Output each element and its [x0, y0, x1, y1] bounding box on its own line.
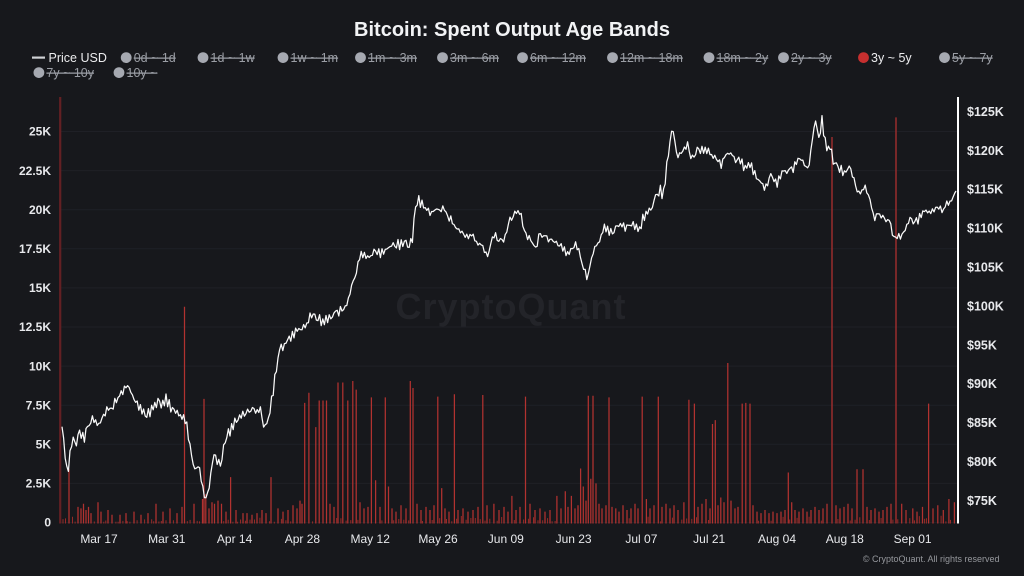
svg-text:15K: 15K [29, 281, 51, 295]
svg-text:Bitcoin: Spent Output Age Band: Bitcoin: Spent Output Age Bands [354, 19, 670, 41]
svg-text:6m ~ 12m: 6m ~ 12m [530, 51, 586, 65]
svg-text:Mar 17: Mar 17 [80, 532, 118, 546]
svg-text:7.5K: 7.5K [26, 398, 52, 412]
svg-text:$85K: $85K [967, 416, 997, 430]
svg-text:5y ~ 7y: 5y ~ 7y [952, 51, 993, 65]
svg-text:Jun 23: Jun 23 [556, 532, 592, 546]
svg-text:20K: 20K [29, 203, 51, 217]
svg-text:Apr 28: Apr 28 [285, 532, 321, 546]
svg-text:$110K: $110K [967, 222, 1003, 236]
svg-text:$75K: $75K [967, 494, 997, 508]
svg-text:0d ~ 1d: 0d ~ 1d [134, 51, 176, 65]
svg-text:5K: 5K [36, 438, 52, 452]
svg-text:$100K: $100K [967, 299, 1004, 313]
svg-text:$95K: $95K [967, 338, 997, 352]
svg-text:25K: 25K [29, 125, 51, 139]
svg-text:Mar 31: Mar 31 [148, 532, 186, 546]
svg-text:17.5K: 17.5K [19, 242, 51, 256]
svg-text:Jul 07: Jul 07 [625, 532, 657, 546]
svg-text:$115K: $115K [967, 183, 1003, 197]
svg-text:22.5K: 22.5K [19, 164, 51, 178]
svg-text:$80K: $80K [967, 455, 997, 469]
svg-text:2y ~ 3y: 2y ~ 3y [791, 51, 832, 65]
svg-text:Sep 01: Sep 01 [894, 532, 932, 546]
svg-text:1w ~ 1m: 1w ~ 1m [291, 51, 339, 65]
svg-text:May 26: May 26 [418, 532, 458, 546]
svg-text:May 12: May 12 [351, 532, 391, 546]
svg-text:Price USD: Price USD [49, 51, 107, 65]
svg-text:12.5K: 12.5K [19, 320, 51, 334]
svg-text:$105K: $105K [967, 261, 1004, 275]
svg-text:10y ~: 10y ~ [127, 66, 158, 80]
svg-text:1m ~ 3m: 1m ~ 3m [368, 51, 417, 65]
svg-text:CryptoQuant: CryptoQuant [396, 286, 627, 327]
svg-text:Aug 04: Aug 04 [758, 532, 796, 546]
svg-text:12m ~ 18m: 12m ~ 18m [620, 51, 683, 65]
svg-text:3m ~ 6m: 3m ~ 6m [450, 51, 499, 65]
svg-text:3y ~ 5y: 3y ~ 5y [871, 51, 912, 65]
svg-text:$90K: $90K [967, 377, 997, 391]
svg-text:10K: 10K [29, 359, 51, 373]
svg-text:$125K: $125K [967, 105, 1004, 119]
svg-text:Jun 09: Jun 09 [488, 532, 524, 546]
svg-text:1d ~ 1w: 1d ~ 1w [211, 51, 256, 65]
svg-text:© CryptoQuant. All rights rese: © CryptoQuant. All rights reserved [863, 554, 1000, 564]
svg-text:$120K: $120K [967, 144, 1004, 158]
svg-text:2.5K: 2.5K [26, 477, 52, 491]
svg-text:Apr 14: Apr 14 [217, 532, 253, 546]
svg-text:0: 0 [44, 516, 51, 530]
svg-text:18m ~ 2y: 18m ~ 2y [717, 51, 770, 65]
svg-text:7y ~ 10y: 7y ~ 10y [46, 66, 94, 80]
svg-text:Jul 21: Jul 21 [693, 532, 725, 546]
svg-text:Aug 18: Aug 18 [826, 532, 864, 546]
